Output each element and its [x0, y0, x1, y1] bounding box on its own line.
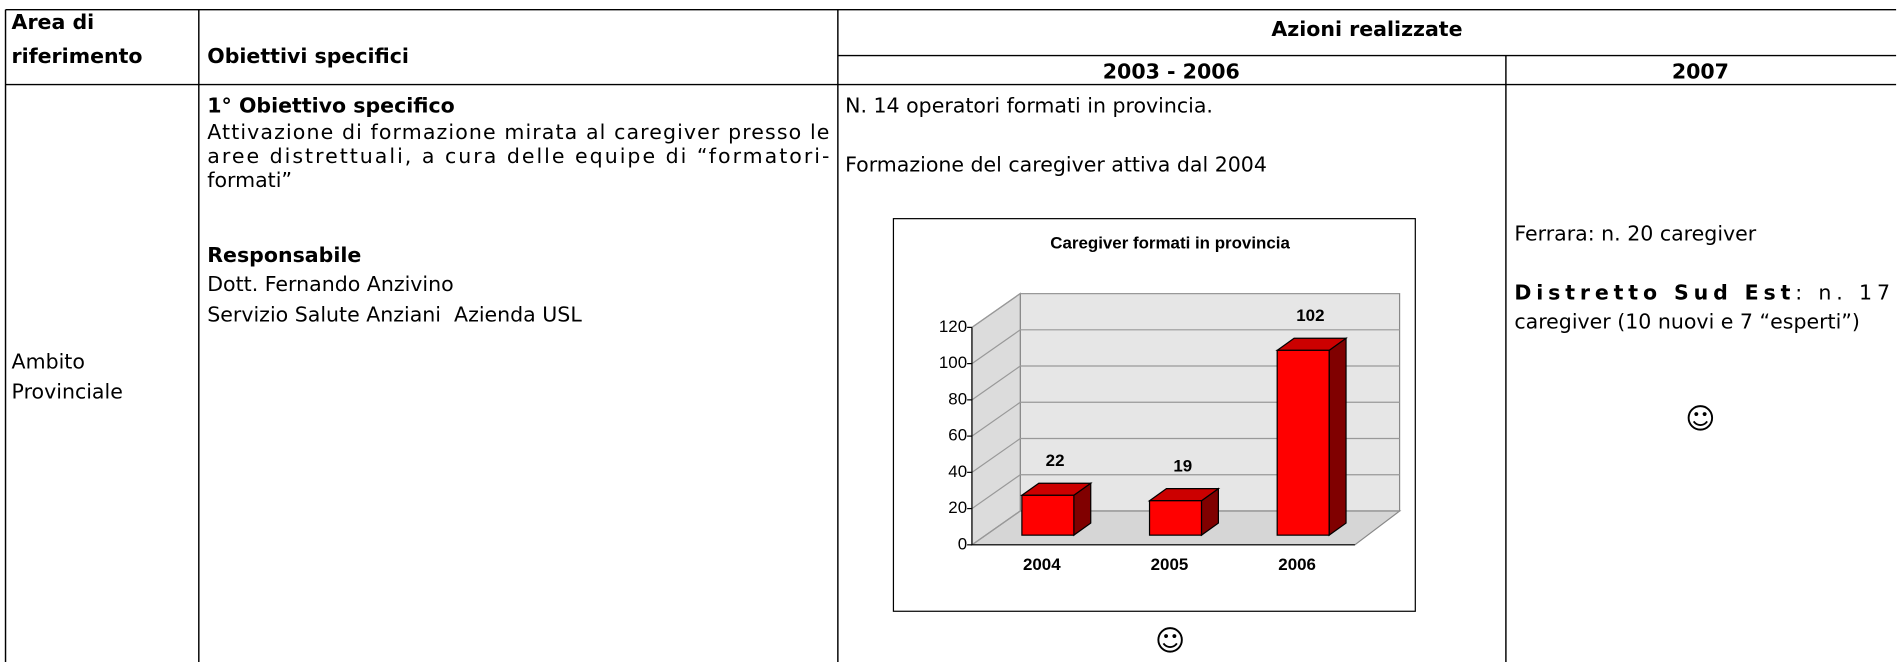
- district-count: : n. 17: [1795, 281, 1890, 305]
- grid-line: [971, 365, 1400, 401]
- action-text: Formazione del caregiver attiva dal 2004: [845, 153, 1267, 177]
- bar: [1148, 500, 1203, 536]
- grid-line: [971, 437, 1400, 473]
- bar: [1276, 349, 1330, 536]
- y-tick-label: 40: [948, 462, 967, 481]
- header-period: 2003 - 2006: [1103, 59, 1240, 83]
- area-text: Ambito: [12, 349, 85, 373]
- action-text: Ferrara: n. 20 caregiver: [1514, 221, 1756, 245]
- grid-line: [971, 510, 1400, 546]
- y-tick-label: 60: [948, 426, 967, 445]
- y-tick-label: 20: [948, 498, 967, 517]
- area-text: Provinciale: [12, 380, 123, 404]
- grid-line: [971, 474, 1400, 510]
- y-tick-label: 0: [958, 534, 967, 553]
- y-tick-label: 80: [948, 389, 967, 408]
- responsible-heading: Responsabile: [207, 243, 361, 267]
- header-actions: Azioni realizzate: [1271, 17, 1462, 41]
- grid-line: [971, 329, 1400, 365]
- objective-text: aree distrettuali, a cura delle equipe d…: [207, 144, 829, 168]
- value-label: 19: [1173, 456, 1192, 475]
- header-area: Area di: [12, 10, 95, 34]
- objective-heading: 1° Obiettivo specifico: [207, 93, 454, 117]
- x-tick-label: 2004: [1023, 555, 1061, 574]
- grid-line: [971, 292, 1400, 328]
- header-objectives: Obiettivi specifici: [207, 44, 409, 68]
- chart-title: Caregiver formati in provincia: [1050, 233, 1290, 252]
- objective-text: Attivazione di formazione mirata al care…: [207, 120, 829, 144]
- bar: [1021, 494, 1075, 536]
- grid-line: [971, 401, 1400, 437]
- smiley: ☺: [1685, 401, 1715, 435]
- y-tick-label: 120: [939, 317, 967, 336]
- header-area: riferimento: [12, 44, 143, 68]
- table-borders: [4, 8, 1897, 662]
- value-label: 102: [1296, 306, 1324, 325]
- x-tick-label: 2005: [1151, 555, 1189, 574]
- bar-side: [1328, 337, 1347, 537]
- responsible-text: Servizio Salute Anziani Azienda USL: [207, 302, 582, 326]
- responsible-text: Dott. Fernando Anzivino: [207, 272, 453, 296]
- action-text: Distretto Sud Est: n. 17: [1514, 281, 1890, 305]
- chart-plot: 0 20 40 60 80 100 120 2004 22 2005 19 2006 102: [939, 292, 1400, 574]
- district-name: Distretto Sud Est: [1514, 281, 1790, 305]
- y-tick-label: 100: [939, 353, 967, 372]
- smiley: ☺: [1155, 624, 1185, 658]
- action-text: caregiver (10 nuovi e 7 “esperti”): [1514, 310, 1860, 334]
- x-tick-label: 2006: [1278, 555, 1316, 574]
- value-label: 22: [1046, 451, 1065, 470]
- action-text: N. 14 operatori formati in provincia.: [845, 93, 1213, 117]
- header-period: 2007: [1672, 59, 1729, 83]
- objective-text: formati”: [207, 168, 292, 192]
